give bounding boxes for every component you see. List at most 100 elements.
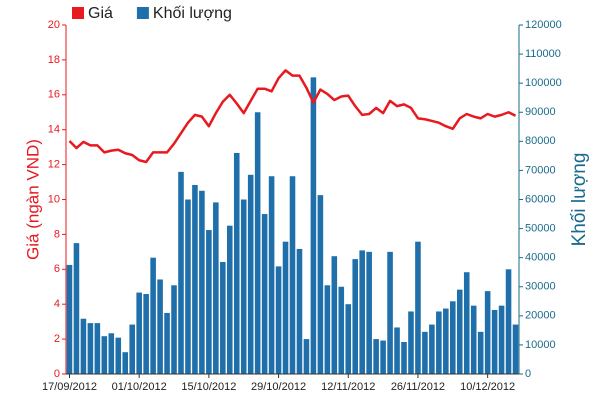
bar [505,269,512,374]
bar [456,289,463,374]
y-tick-label: 4 [54,298,60,310]
bar [387,251,393,374]
y-tick-label: 8 [54,228,60,240]
y2-tick-label: 10000 [525,339,556,351]
x-tick-label: 17/09/2012 [42,381,97,393]
y-tick-label: 0 [54,368,60,380]
bar [94,323,101,374]
legend-swatch [72,7,84,19]
y-tick-label: 18 [48,54,60,66]
x-tick-label: 12/11/2012 [321,381,375,393]
y2-tick-label: 120000 [525,19,562,31]
y-axis-title: Giá (ngàn VND) [23,139,42,260]
bar [185,199,191,374]
bar [359,250,365,374]
bar [345,304,352,374]
bar [470,305,477,374]
y2-axis-title: Khối lượng [569,153,590,247]
bar [115,337,122,374]
bar [429,324,435,374]
legend-label: Khối lượng [153,5,232,22]
y2-tick-label: 50000 [525,222,556,234]
bar [66,264,73,374]
bar [136,292,142,374]
bar [352,259,359,374]
y2-tick-label: 70000 [525,164,556,176]
y2-tick-label: 40000 [525,252,556,264]
y2-tick-label: 110000 [525,48,561,60]
bar [178,171,184,374]
bar [143,294,149,374]
bar [338,286,345,374]
legend-label: Giá [88,5,113,22]
x-tick-label: 01/10/2012 [112,381,167,393]
x-tick-label: 29/10/2012 [251,381,306,393]
bar [422,331,428,374]
x-tick-label: 15/10/2012 [181,381,236,393]
bar [157,279,163,374]
y2-tick-label: 60000 [525,193,556,205]
bar [324,285,331,374]
bar [366,251,372,374]
y2-tick-label: 90000 [525,106,556,118]
bar [206,230,212,374]
y-tick-label: 10 [48,193,60,205]
bar [150,257,156,374]
bar [220,262,226,374]
bar [254,112,261,374]
bar [247,174,254,374]
bar [317,195,324,374]
x-tick-label: 26/11/2012 [391,381,445,393]
bar [171,285,177,374]
bar [491,310,498,374]
bar [226,225,233,374]
bar [108,333,115,374]
bar [331,256,338,374]
legend-swatch [136,7,149,19]
y2-tick-label: 30000 [525,281,556,293]
bar [233,152,240,374]
bar [122,352,129,374]
bar [477,331,484,374]
bar [498,305,505,374]
bar [73,243,80,374]
bar [261,214,268,374]
bar [87,323,94,374]
y-tick-label: 14 [48,124,60,136]
bar [240,199,247,374]
bar [450,301,456,374]
bar [129,324,135,374]
bar [463,272,470,374]
bar [275,266,282,374]
bar [373,339,379,374]
bar [101,336,108,374]
y-tick-label: 6 [54,263,60,275]
bar [303,339,310,374]
price-line [68,69,517,164]
bar [401,342,407,374]
bar [310,77,317,374]
bar [484,291,491,374]
bar [415,241,421,374]
bar [213,202,219,374]
y-tick-label: 2 [54,333,60,345]
bar [289,176,296,374]
bar [199,190,205,374]
bar [296,248,303,374]
bar [443,308,449,374]
bar [436,311,442,374]
y2-tick-label: 20000 [525,310,556,322]
bar [380,340,386,374]
bar [394,327,400,374]
y-tick-label: 20 [48,19,60,31]
bar [268,176,275,374]
bar [408,311,414,374]
bar [164,312,170,374]
bar [192,184,198,374]
bar [80,318,87,374]
bar [282,241,289,374]
y2-tick-label: 0 [525,368,531,380]
x-tick-label: 10/12/2012 [460,381,515,393]
y2-tick-label: 80000 [525,135,556,147]
